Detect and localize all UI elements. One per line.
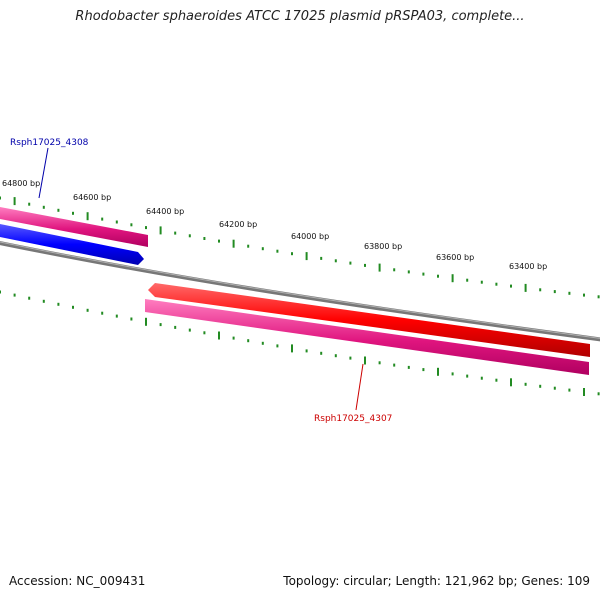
gene-4308-leader — [38, 147, 49, 199]
tick-label: 64600 bp — [73, 193, 111, 202]
genome-summary-text: Topology: circular; Length: 121,962 bp; … — [283, 574, 590, 588]
tick-label: 64200 bp — [219, 220, 257, 229]
accession-text: Accession: NC_009431 — [9, 574, 146, 588]
cds-forward-arrow[interactable] — [0, 224, 144, 265]
tick-label: 64000 bp — [291, 232, 329, 241]
genome-backbone — [0, 240, 600, 342]
gene-4308-bar[interactable] — [0, 207, 148, 247]
tick-label: 64400 bp — [146, 207, 184, 216]
tick-labels: 64800 bp 64600 bp 64400 bp 64200 bp 6400… — [2, 179, 547, 271]
gene-4307-bar[interactable] — [145, 299, 589, 375]
cds-reverse-arrow[interactable] — [148, 283, 590, 357]
tick-label: 64800 bp — [2, 179, 40, 188]
tick-label: 63400 bp — [509, 262, 547, 271]
tick-label: 63800 bp — [364, 242, 402, 251]
lower-tick-row — [0, 290, 600, 396]
gene-4307-label[interactable]: Rsph17025_4307 — [314, 414, 392, 424]
gene-4307-leader — [355, 363, 364, 411]
map-title: Rhodobacter sphaeroides ATCC 17025 plasm… — [75, 9, 525, 24]
tick-label: 63600 bp — [436, 253, 474, 262]
upper-tick-row — [0, 196, 600, 299]
gene-4308-label[interactable]: Rsph17025_4308 — [10, 138, 89, 148]
genome-backbone-highlight — [0, 241, 600, 339]
